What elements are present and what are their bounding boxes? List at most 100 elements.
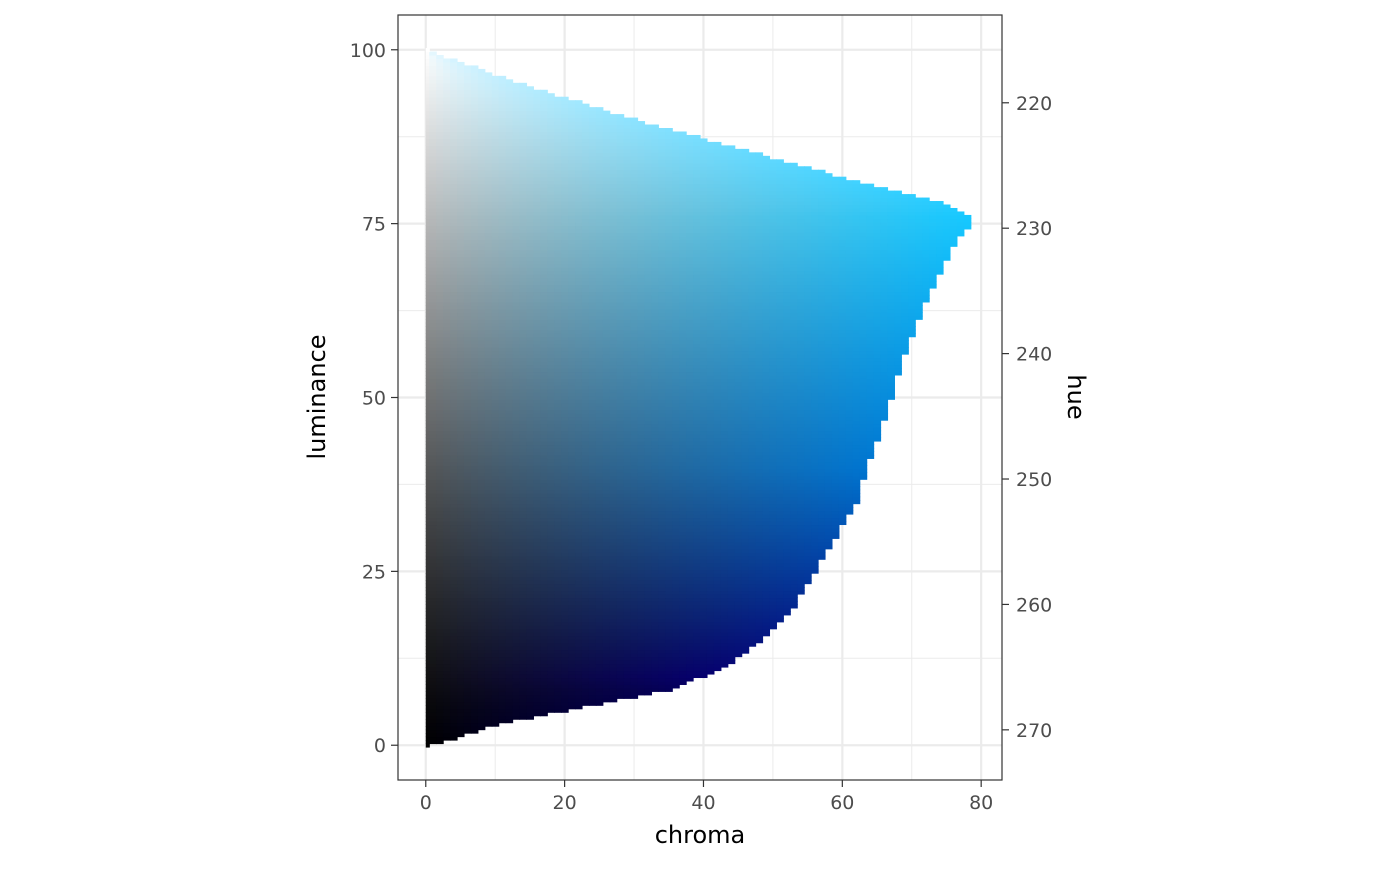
gamut-cell xyxy=(714,643,722,647)
gamut-cell xyxy=(818,528,826,532)
gamut-cell xyxy=(519,462,527,466)
gamut-cell xyxy=(825,458,833,462)
gamut-cell xyxy=(429,677,437,681)
gamut-cell xyxy=(464,622,472,626)
gamut-cell xyxy=(499,559,507,563)
gamut-cell xyxy=(443,535,451,539)
gamut-cell xyxy=(672,584,680,588)
gamut-cell xyxy=(797,483,805,487)
gamut-cell xyxy=(603,542,611,546)
gamut-cell xyxy=(658,524,666,528)
gamut-cell xyxy=(776,566,784,570)
gamut-cell xyxy=(492,584,500,588)
gamut-cell xyxy=(485,604,493,608)
gamut-cell xyxy=(762,514,770,518)
gamut-cell xyxy=(790,448,798,452)
gamut-cell xyxy=(679,469,687,473)
gamut-cell xyxy=(783,444,791,448)
gamut-cell xyxy=(644,559,652,563)
gamut-cell xyxy=(707,625,715,629)
gamut-cell xyxy=(735,472,743,476)
gamut-cell xyxy=(429,573,437,577)
gamut-cell xyxy=(596,584,604,588)
gamut-cell xyxy=(756,590,764,594)
gamut-cell xyxy=(429,545,437,549)
gamut-cell xyxy=(797,406,805,410)
gamut-cell xyxy=(693,483,701,487)
gamut-cell xyxy=(665,657,673,661)
gamut-cell xyxy=(450,476,458,480)
gamut-cell xyxy=(735,629,743,633)
gamut-cell xyxy=(589,403,597,407)
gamut-cell xyxy=(735,632,743,636)
gamut-cell xyxy=(707,577,715,581)
gamut-cell xyxy=(818,483,826,487)
gamut-cell xyxy=(471,472,479,476)
gamut-cell xyxy=(429,441,437,445)
gamut-cell xyxy=(568,549,576,553)
gamut-cell xyxy=(596,511,604,515)
gamut-cell xyxy=(603,674,611,678)
gamut-cell xyxy=(568,677,576,681)
gamut-cell xyxy=(728,580,736,584)
gamut-cell xyxy=(707,643,715,647)
gamut-cell xyxy=(679,434,687,438)
gamut-cell xyxy=(436,524,444,528)
gamut-cell xyxy=(672,462,680,466)
gamut-cell xyxy=(457,597,465,601)
gamut-cell xyxy=(471,615,479,619)
gamut-cell xyxy=(506,531,514,535)
gamut-cell xyxy=(742,472,750,476)
gamut-cell xyxy=(426,719,430,723)
gamut-cell xyxy=(624,597,632,601)
gamut-cell xyxy=(513,660,521,664)
gamut-cell xyxy=(485,556,493,560)
gamut-cell xyxy=(617,643,625,647)
gamut-cell xyxy=(707,507,715,511)
gamut-cell xyxy=(881,413,889,417)
gamut-cell xyxy=(610,458,618,462)
gamut-cell xyxy=(631,660,639,664)
gamut-cell xyxy=(693,584,701,588)
gamut-cell xyxy=(436,716,444,720)
gamut-cell xyxy=(450,584,458,588)
gamut-cell xyxy=(658,517,666,521)
gamut-cell xyxy=(714,507,722,511)
gamut-cell xyxy=(610,504,618,508)
gamut-cell xyxy=(624,517,632,521)
gamut-cell xyxy=(804,500,812,504)
gamut-cell xyxy=(485,660,493,664)
gamut-cell xyxy=(506,535,514,539)
gamut-cell xyxy=(707,570,715,574)
gamut-cell xyxy=(651,424,659,428)
gamut-cell xyxy=(519,684,527,688)
gamut-cell xyxy=(776,424,784,428)
gamut-cell xyxy=(707,594,715,598)
gamut-cell xyxy=(735,622,743,626)
gamut-cell xyxy=(651,538,659,542)
gamut-cell xyxy=(582,469,590,473)
gamut-cell xyxy=(464,493,472,497)
gamut-cell xyxy=(658,549,666,553)
gamut-cell xyxy=(762,584,770,588)
gamut-cell xyxy=(478,406,486,410)
gamut-cell xyxy=(735,451,743,455)
gamut-cell xyxy=(568,664,576,668)
gamut-cell xyxy=(776,403,784,407)
gamut-cell xyxy=(603,587,611,591)
gamut-cell xyxy=(693,629,701,633)
gamut-cell xyxy=(631,615,639,619)
gamut-cell xyxy=(846,444,854,448)
gamut-cell xyxy=(825,462,833,466)
gamut-cell xyxy=(457,677,465,681)
gamut-cell xyxy=(450,434,458,438)
gamut-cell xyxy=(881,410,889,414)
gamut-cell xyxy=(756,507,764,511)
gamut-cell xyxy=(624,636,632,640)
gamut-cell xyxy=(714,584,722,588)
gamut-cell xyxy=(700,643,708,647)
gamut-cell xyxy=(492,698,500,702)
gamut-cell xyxy=(776,500,784,504)
gamut-cell xyxy=(540,712,548,716)
gamut-cell xyxy=(742,577,750,581)
